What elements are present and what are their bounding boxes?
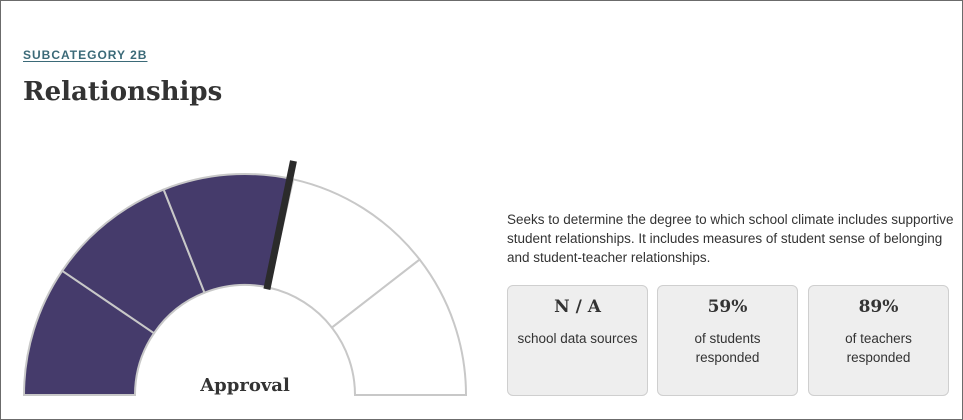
stat-card-data-sources: N / A school data sources bbox=[507, 285, 648, 396]
page-title: Relationships bbox=[23, 77, 223, 107]
gauge-zone-label: Approval bbox=[199, 375, 290, 396]
gauge-zones bbox=[22, 173, 468, 396]
stat-card-students: 59% of students responded bbox=[657, 285, 798, 396]
stat-caption: school data sources bbox=[517, 331, 638, 346]
stat-caption: of students responded bbox=[694, 331, 761, 365]
stat-value: N / A bbox=[554, 297, 601, 317]
subcategory-link[interactable]: SUBCATEGORY 2B bbox=[23, 48, 148, 62]
score-gauge: Approval bbox=[22, 160, 468, 396]
gauge-needle bbox=[263, 160, 297, 290]
gauge-zone-ideal bbox=[330, 258, 468, 396]
subcategory-description: Seeks to determine the degree to which s… bbox=[507, 212, 954, 265]
stat-value: 89% bbox=[858, 297, 899, 317]
stat-caption: of teachers responded bbox=[845, 331, 912, 365]
stat-value: 59% bbox=[707, 297, 748, 317]
stat-card-teachers: 89% of teachers responded bbox=[808, 285, 949, 396]
